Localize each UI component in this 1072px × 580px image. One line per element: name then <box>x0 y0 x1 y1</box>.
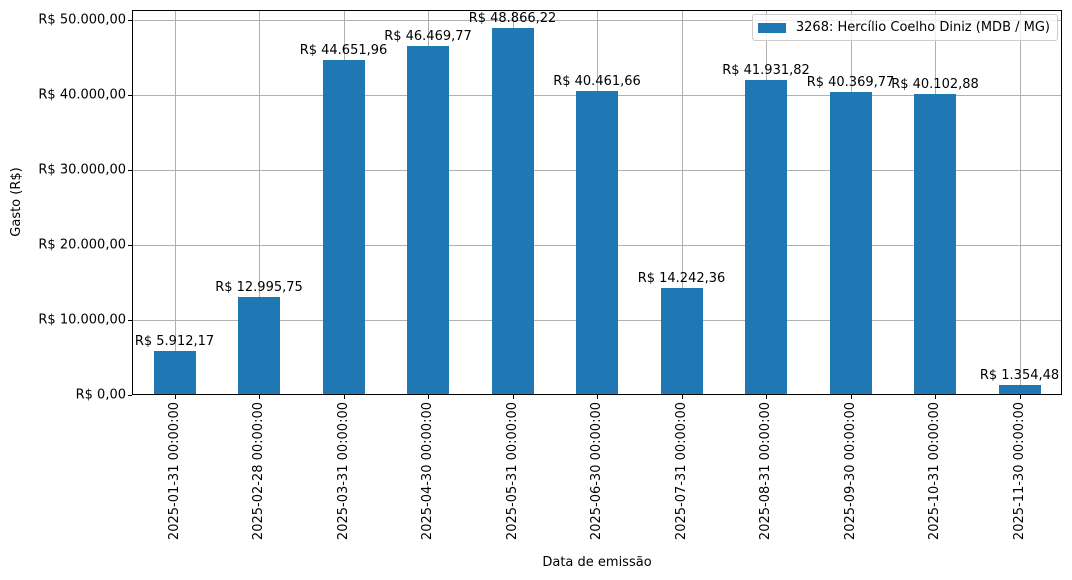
x-tick-mark <box>1020 395 1021 399</box>
x-tick-mark <box>513 395 514 399</box>
x-tick-mark <box>428 395 429 399</box>
y-tick-mark <box>128 245 132 246</box>
x-tick-mark <box>597 395 598 399</box>
bar <box>576 91 618 395</box>
y-tick-label: R$ 20.000,00 <box>38 237 126 253</box>
x-tick-label: 2025-08-31 00:00:00 <box>758 402 773 541</box>
x-tick-mark <box>851 395 852 399</box>
x-tick-mark <box>935 395 936 399</box>
x-tick-label: 2025-05-31 00:00:00 <box>504 402 520 541</box>
x-tick-label: 2025-04-30 00:00:00 <box>420 402 435 541</box>
y-tick-mark <box>128 170 132 171</box>
y-tick-mark <box>128 395 132 396</box>
vertical-gridline <box>682 10 683 395</box>
bar-value-label: R$ 12.995,75 <box>215 280 303 296</box>
bar-value-label: R$ 40.369,77 <box>806 75 895 91</box>
x-tick-label: 2025-11-30 00:00:00 <box>1011 402 1027 541</box>
legend: 3268: Hercílio Coelho Diniz (MDB / MG) <box>751 14 1058 41</box>
bar <box>998 384 1041 395</box>
y-tick-label: R$ 0,00 <box>75 387 126 403</box>
bar <box>829 92 872 395</box>
bar <box>660 288 703 395</box>
y-tick-label: R$ 50.000,00 <box>38 12 126 28</box>
bar-value-label: R$ 46.469,77 <box>384 29 472 45</box>
y-tick-mark <box>128 20 132 21</box>
x-tick-label: 2025-09-30 00:00:00 <box>842 402 858 541</box>
x-tick-mark <box>344 395 345 399</box>
legend-swatch <box>757 22 786 33</box>
bar <box>238 297 280 395</box>
legend-label: 3268: Hercílio Coelho Diniz (MDB / MG) <box>795 20 1050 35</box>
y-tick-label: R$ 30.000,00 <box>38 162 126 178</box>
bar-value-label: R$ 14.242,36 <box>637 271 726 287</box>
bar <box>153 350 196 395</box>
y-tick-mark <box>128 95 132 96</box>
x-tick-mark <box>175 395 176 399</box>
bar-value-label: R$ 5.912,17 <box>134 333 215 349</box>
x-tick-label: 2025-06-30 00:00:00 <box>589 402 604 541</box>
x-tick-label: 2025-03-31 00:00:00 <box>335 402 351 541</box>
bar <box>745 80 787 395</box>
bar-value-label: R$ 40.461,66 <box>553 74 641 90</box>
plot-area <box>132 10 1062 395</box>
bar-value-label: R$ 1.354,48 <box>979 367 1060 383</box>
y-tick-label: R$ 40.000,00 <box>38 87 126 103</box>
x-tick-mark <box>259 395 260 399</box>
x-tick-label: 2025-01-31 00:00:00 <box>166 402 182 541</box>
y-tick-label: R$ 10.000,00 <box>38 312 126 328</box>
vertical-gridline <box>1020 10 1021 395</box>
bar-value-label: R$ 40.102,88 <box>891 77 979 93</box>
x-tick-label: 2025-10-31 00:00:00 <box>927 402 942 541</box>
bar-value-label: R$ 48.866,22 <box>468 11 557 27</box>
vertical-gridline <box>259 10 260 395</box>
x-tick-mark <box>766 395 767 399</box>
bar-value-label: R$ 44.651,96 <box>299 42 388 58</box>
bar-value-label: R$ 41.931,82 <box>722 63 810 79</box>
x-tick-label: 2025-07-31 00:00:00 <box>673 402 689 541</box>
bar <box>914 94 956 395</box>
bar <box>491 28 534 395</box>
y-axis-label: Gasto (R$) <box>9 167 24 237</box>
x-axis-label: Data de emissão <box>542 555 652 570</box>
y-tick-mark <box>128 320 132 321</box>
bar <box>322 59 365 395</box>
x-tick-label: 2025-02-28 00:00:00 <box>251 402 266 541</box>
vertical-gridline <box>175 10 176 395</box>
bar <box>407 46 449 395</box>
x-tick-mark <box>682 395 683 399</box>
